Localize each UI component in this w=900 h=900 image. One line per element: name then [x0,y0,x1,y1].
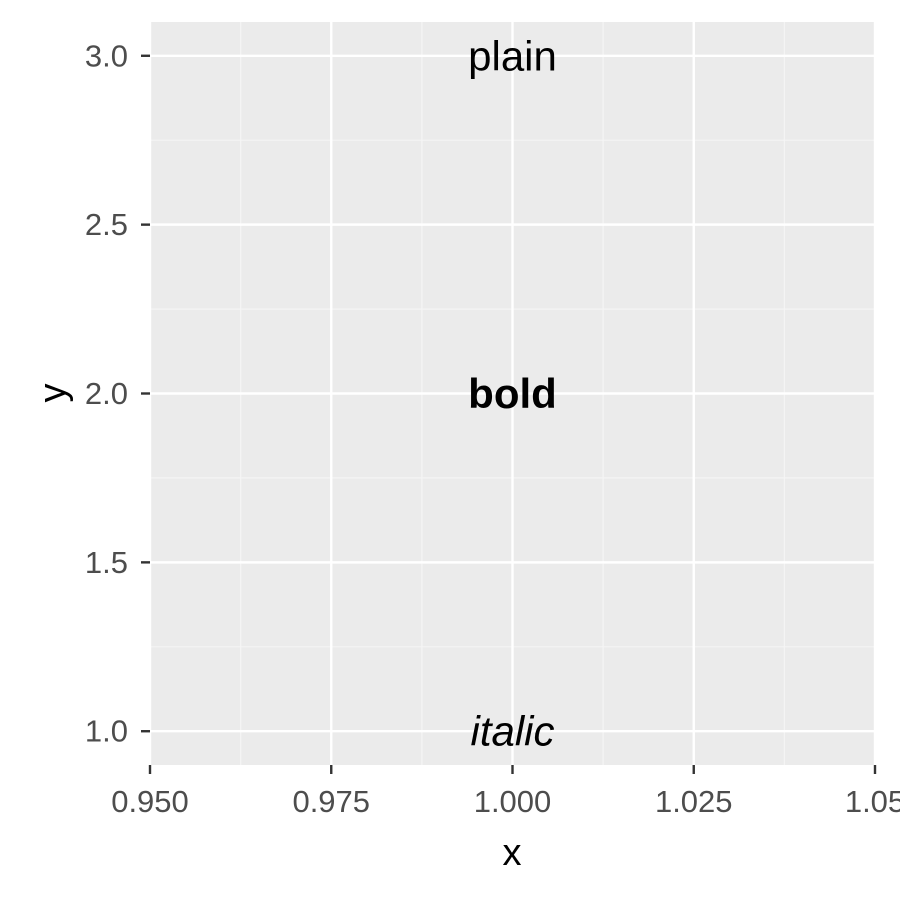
y-tick-label: 1.0 [85,714,128,749]
text-label-plain: plain [468,32,557,79]
x-tick-label: 1.025 [655,784,733,819]
x-tick-label: 0.975 [292,784,370,819]
y-tick-label: 2.5 [85,207,128,242]
y-axis: 1.0 1.5 2.0 2.5 3.0 [85,38,150,749]
y-tick-label: 3.0 [85,38,128,73]
x-tick-label: 1.05 [845,784,900,819]
x-tick-label: 1.000 [474,784,552,819]
x-axis: 0.950 0.975 1.000 1.025 1.05 [111,765,900,819]
text-labels: plain bold italic [468,32,557,754]
major-gridlines [148,22,877,765]
y-axis-title: y [32,384,74,403]
text-label-italic: italic [470,708,554,755]
text-label-bold: bold [468,370,557,417]
y-tick-label: 1.5 [85,545,128,580]
x-tick-label: 0.950 [111,784,189,819]
x-axis-title: x [503,832,522,874]
y-tick-label: 2.0 [85,376,128,411]
